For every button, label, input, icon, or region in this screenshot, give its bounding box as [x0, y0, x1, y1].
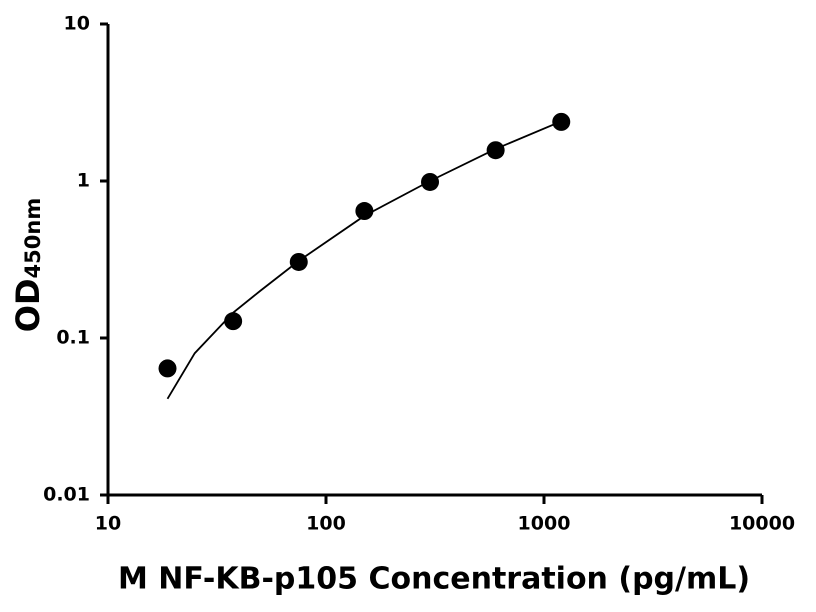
y-tick-label: 1 [77, 170, 90, 192]
y-tick-label: 10 [64, 13, 90, 35]
data-point [355, 202, 374, 221]
y-axis-title-subscript: 450nm [21, 198, 45, 279]
y-tick-label: 0.1 [56, 327, 90, 349]
y-axis-title-main: OD [9, 278, 47, 332]
data-point [486, 141, 505, 160]
x-tick-label: 10000 [729, 513, 795, 535]
x-axis-title: M NF-KB-p105 Concentration (pg/mL) [118, 562, 750, 597]
x-tick-label: 1000 [518, 513, 571, 535]
y-axis-title: OD450nm [9, 198, 47, 332]
x-tick-label: 100 [306, 513, 346, 535]
y-tick-label: 0.01 [43, 484, 90, 506]
data-point [158, 359, 177, 378]
data-point [224, 312, 243, 331]
fit-curve [166, 120, 562, 400]
x-tick-label: 10 [95, 513, 121, 535]
